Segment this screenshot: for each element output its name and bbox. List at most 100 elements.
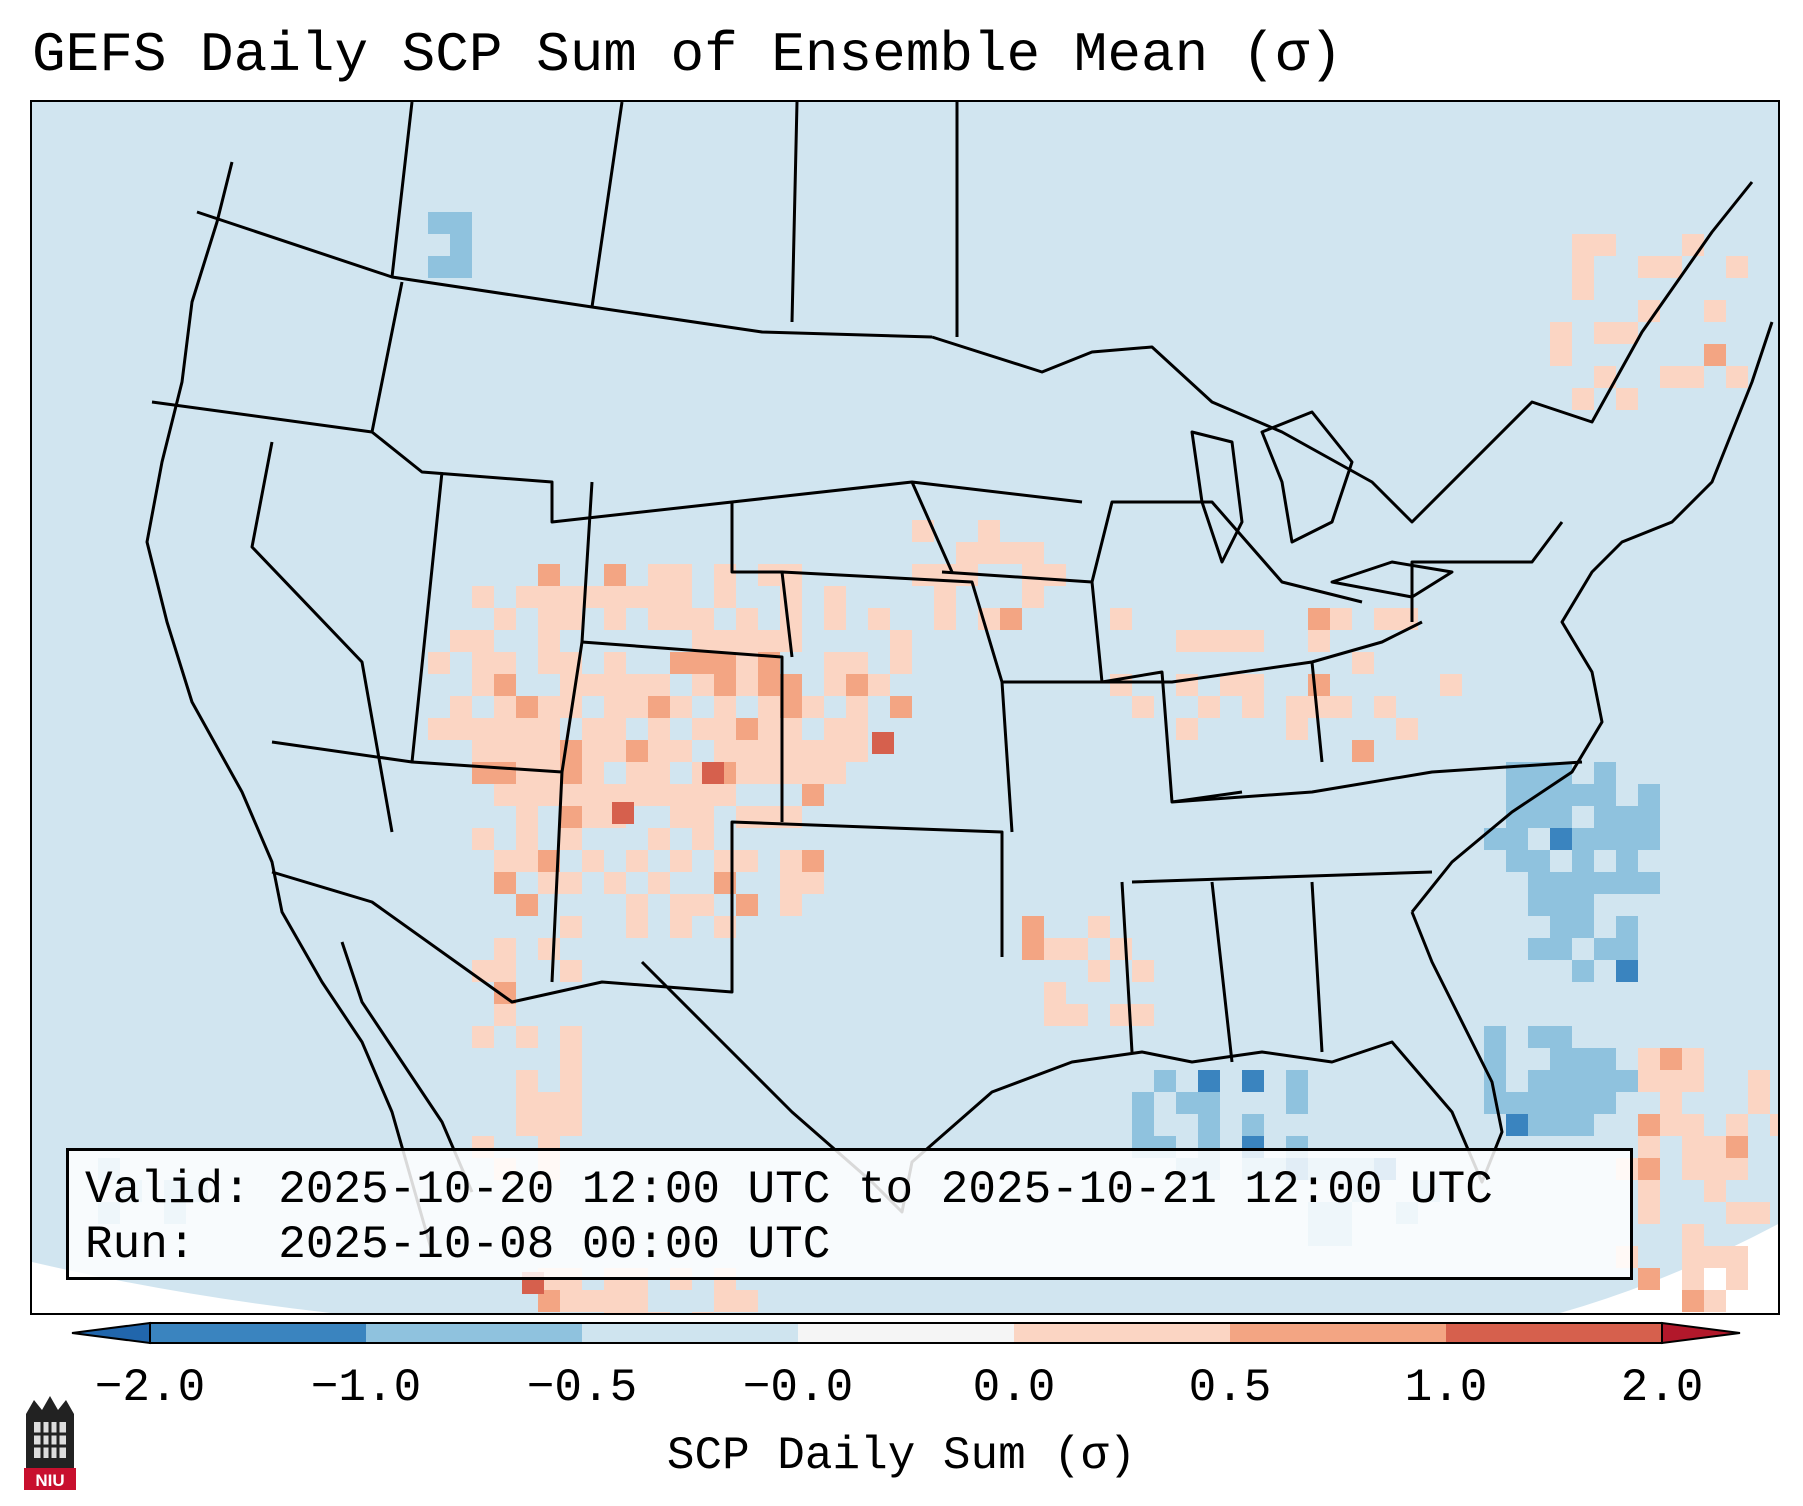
- anomaly-cell: [1726, 1202, 1748, 1224]
- anomaly-cell: [1594, 234, 1616, 256]
- anomaly-cell: [824, 652, 846, 674]
- anomaly-cell: [1132, 696, 1154, 718]
- anomaly-cell: [978, 542, 1000, 564]
- anomaly-cell: [736, 630, 758, 652]
- anomaly-cell: [1308, 608, 1330, 630]
- anomaly-cell: [1286, 718, 1308, 740]
- coast-baja: [340, 941, 474, 1193]
- anomaly-cell: [1550, 1092, 1572, 1114]
- anomaly-cell: [1660, 1048, 1682, 1070]
- anomaly-cell: [1594, 1048, 1616, 1070]
- anomaly-cell: [780, 696, 802, 718]
- anomaly-cell: [582, 674, 604, 696]
- anomaly-cell: [604, 872, 626, 894]
- anomaly-cell: [1198, 1114, 1220, 1136]
- colorbar-segment: [582, 1323, 798, 1343]
- anomaly-cell: [626, 850, 648, 872]
- anomaly-cell: [494, 872, 516, 894]
- anomaly-cell: [714, 784, 736, 806]
- anomaly-cell: [626, 674, 648, 696]
- anomaly-cell: [1528, 1092, 1550, 1114]
- anomaly-cell: [978, 520, 1000, 542]
- anomaly-cell-strong: [702, 762, 724, 784]
- anomaly-cell: [582, 740, 604, 762]
- anomaly-cell: [1594, 1092, 1616, 1114]
- anomaly-cell: [538, 1092, 560, 1114]
- anomaly-cell: [692, 652, 714, 674]
- map-borders: [145, 102, 1774, 1253]
- colorbar-segment: [150, 1323, 366, 1343]
- anomaly-cell: [1088, 916, 1110, 938]
- anomaly-cell: [1022, 542, 1044, 564]
- anomaly-cell: [736, 608, 758, 630]
- colorbar-frame: [149, 1322, 1663, 1344]
- anomaly-cell: [846, 674, 868, 696]
- anomaly-cell: [890, 696, 912, 718]
- anomaly-cell: [1616, 850, 1638, 872]
- anomaly-cell: [1572, 256, 1594, 278]
- anomaly-cell: [1374, 608, 1396, 630]
- anomaly-cell: [472, 652, 494, 674]
- anomaly-cell: [1550, 894, 1572, 916]
- anomaly-cell: [1682, 1048, 1704, 1070]
- anomaly-cell: [604, 608, 626, 630]
- anomaly-cell: [538, 1290, 560, 1312]
- anomaly-cell: [1286, 1092, 1308, 1114]
- anomaly-cell: [494, 608, 516, 630]
- anomaly-cell: [1132, 1114, 1154, 1136]
- anomaly-cell: [648, 872, 670, 894]
- anomaly-cell: [1330, 608, 1352, 630]
- anomaly-cell: [802, 872, 824, 894]
- anomaly-cell: [516, 806, 538, 828]
- anomaly-cell: [538, 784, 560, 806]
- anomaly-cell: [1638, 828, 1660, 850]
- anomaly-cell: [758, 696, 780, 718]
- anomaly-cell: [560, 784, 582, 806]
- anomaly-cell: [1748, 1202, 1770, 1224]
- anomaly-cell: [604, 586, 626, 608]
- anomaly-cell: [1132, 1004, 1154, 1026]
- anomaly-cell: [516, 784, 538, 806]
- anomaly-cell: [1132, 960, 1154, 982]
- anomaly-cell: [1748, 1070, 1770, 1092]
- anomaly-cell: [516, 1114, 538, 1136]
- anomaly-cell: [1528, 1114, 1550, 1136]
- anomaly-cell: [780, 674, 802, 696]
- anomaly-cell: [1242, 696, 1264, 718]
- anomaly-cell: [736, 806, 758, 828]
- logo-text: NIU: [35, 1471, 64, 1490]
- anomaly-cell: [692, 1312, 714, 1313]
- anomaly-cell: [428, 652, 450, 674]
- anomaly-cell: [1484, 1026, 1506, 1048]
- anomaly-cell: [1682, 1224, 1704, 1246]
- anomaly-cell: [1616, 828, 1638, 850]
- anomaly-cell: [912, 564, 934, 586]
- anomaly-cell: [1572, 916, 1594, 938]
- anomaly-cell: [538, 1114, 560, 1136]
- anomaly-cell: [1572, 388, 1594, 410]
- anomaly-cell: [1616, 938, 1638, 960]
- anomaly-cell: [472, 960, 494, 982]
- valid-time-range: 2025-10-20 12:00 UTC to 2025-10-21 12:00…: [278, 1164, 1493, 1216]
- anomaly-cell: [758, 762, 780, 784]
- anomaly-cell: [1660, 366, 1682, 388]
- colorbar-tick-label: −0.5: [526, 1362, 638, 1414]
- anomaly-cell: [1352, 740, 1374, 762]
- anomaly-cell: [516, 828, 538, 850]
- anomaly-cell: [450, 234, 472, 256]
- anomaly-cell: [626, 586, 648, 608]
- anomaly-cell: [1154, 1070, 1176, 1092]
- anomaly-cell: [1660, 1114, 1682, 1136]
- valid-run-info-box: Valid: 2025-10-20 12:00 UTC to 2025-10-2…: [66, 1148, 1633, 1280]
- anomaly-cell: [538, 696, 560, 718]
- anomaly-cell: [582, 762, 604, 784]
- anomaly-cell: [1550, 938, 1572, 960]
- anomaly-cell: [1308, 696, 1330, 718]
- colorbar-segment: [1446, 1323, 1662, 1343]
- anomaly-cell: [1638, 1136, 1660, 1158]
- colorbar-tick-label: −1.0: [310, 1362, 422, 1414]
- anomaly-cell: [670, 850, 692, 872]
- colorbar-tick-label: −0.0: [742, 1362, 854, 1414]
- anomaly-cell: [934, 586, 956, 608]
- anomaly-cell: [1726, 1246, 1748, 1268]
